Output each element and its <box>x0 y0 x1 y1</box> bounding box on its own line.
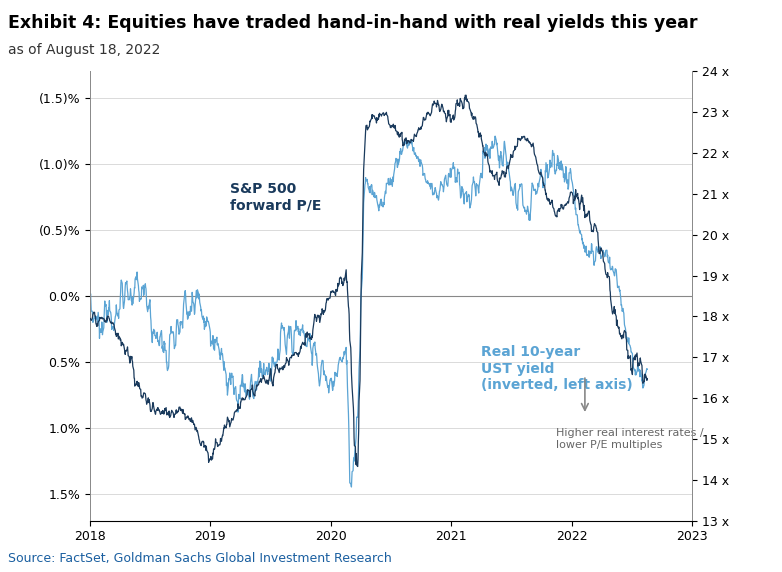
Text: as of August 18, 2022: as of August 18, 2022 <box>8 43 160 57</box>
Text: Exhibit 4: Equities have traded hand-in-hand with real yields this year: Exhibit 4: Equities have traded hand-in-… <box>8 14 698 32</box>
Text: S&P 500
forward P/E: S&P 500 forward P/E <box>230 182 321 212</box>
Text: Higher real interest rates /
lower P/E multiples: Higher real interest rates / lower P/E m… <box>556 428 704 450</box>
Text: Source: FactSet, Goldman Sachs Global Investment Research: Source: FactSet, Goldman Sachs Global In… <box>8 552 392 565</box>
Text: Real 10-year
UST yield
(inverted, left axis): Real 10-year UST yield (inverted, left a… <box>481 345 633 392</box>
